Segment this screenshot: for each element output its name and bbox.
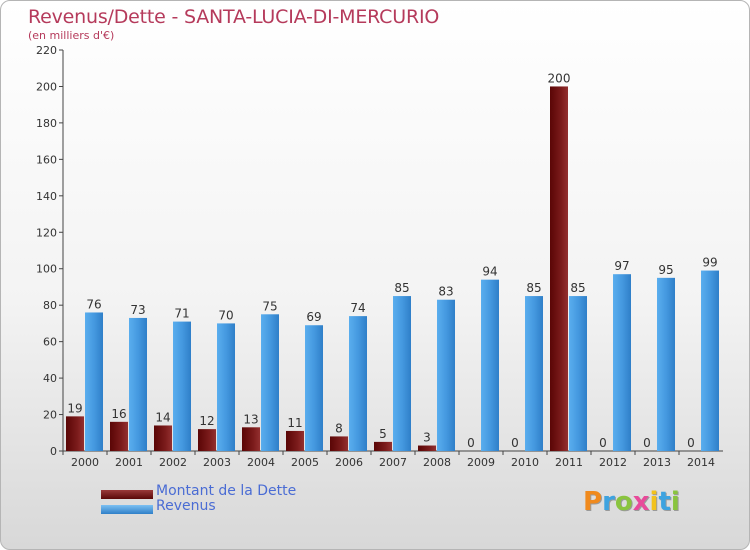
y-tick-label: 180 [36,117,57,130]
chart-subtitle: (en milliers d'€) [28,29,115,42]
legend-label-debt: Montant de la Dette [156,483,297,499]
revenus-value-label: 73 [130,303,145,317]
revenus-value-label: 94 [482,265,497,279]
debt-bar [550,86,568,452]
revenus-bar [261,314,279,451]
debt-bar [154,425,172,451]
x-tick-label: 2002 [159,456,187,469]
revenus-bar [305,325,323,451]
debt-value-label: 13 [243,412,258,426]
revenus-value-label: 76 [86,297,101,311]
debt-bar [374,441,392,451]
logo-letter: t [658,487,671,517]
debt-value-label: 5 [379,427,387,441]
revenus-value-label: 71 [174,307,189,321]
x-tick-label: 2004 [247,456,275,469]
y-tick-label: 40 [43,372,57,385]
revenus-bar [613,274,631,451]
logo-letter: P [583,487,603,517]
debt-value-label: 3 [423,431,431,445]
revenus-value-label: 97 [614,259,629,273]
x-tick-label: 2014 [687,456,715,469]
y-tick-label: 20 [43,409,57,422]
y-tick-label: 140 [36,190,57,203]
debt-value-label: 11 [287,416,302,430]
logo-letter: o [614,487,633,517]
debt-bar [286,430,304,451]
x-tick-label: 2010 [511,456,539,469]
revenus-value-label: 83 [438,285,453,299]
revenus-bar [525,296,543,451]
legend-swatch-debt [101,490,153,499]
x-tick-label: 2003 [203,456,231,469]
proxiti-logo: Proxiti [583,487,680,517]
debt-bar [418,445,436,451]
x-tick-label: 2000 [71,456,99,469]
y-tick-label: 220 [36,44,57,57]
revenus-bar [217,323,235,451]
logo-letter: r [602,487,615,517]
revenus-bar [569,296,587,451]
x-tick-label: 2001 [115,456,143,469]
debt-bar [242,427,260,451]
revenus-value-label: 85 [394,281,409,295]
debt-value-label: 0 [511,436,519,450]
x-tick-label: 2013 [643,456,671,469]
debt-value-label: 14 [155,410,170,424]
debt-bar [66,416,84,451]
revenus-value-label: 85 [570,281,585,295]
debt-value-label: 200 [548,71,571,85]
debt-value-label: 12 [199,414,214,428]
logo-letter: i [670,487,680,517]
revenus-bar [437,299,455,451]
debt-bar [330,436,348,451]
debt-value-label: 16 [111,407,126,421]
revenus-bar [129,317,147,451]
chart-title: Revenus/Dette - SANTA-LUCIA-DI-MERCURIO [28,6,440,28]
revenus-bar [657,277,675,451]
y-tick-label: 160 [36,153,57,166]
logo-letter: x [632,487,650,517]
revenus-value-label: 95 [658,263,673,277]
debt-value-label: 19 [67,401,82,415]
y-tick-label: 200 [36,80,57,93]
legend-swatch-revenus [101,505,153,514]
revenus-bar [173,321,191,451]
revenus-bar [701,270,719,451]
logo-letter: i [649,487,659,517]
x-tick-label: 2009 [467,456,495,469]
y-tick-label: 120 [36,226,57,239]
debt-value-label: 0 [599,436,607,450]
revenus-bar [349,316,367,451]
x-tick-label: 2011 [555,456,583,469]
debt-bar [110,421,128,451]
debt-value-label: 0 [687,436,695,450]
y-tick-label: 0 [50,445,57,458]
revenus-value-label: 85 [526,281,541,295]
revenus-value-label: 75 [262,299,277,313]
revenus-value-label: 70 [218,308,233,322]
legend-label-revenus: Revenus [156,498,216,514]
x-tick-label: 2007 [379,456,407,469]
revenus-bar [393,296,411,451]
revenus-value-label: 99 [702,256,717,270]
x-tick-label: 2005 [291,456,319,469]
y-tick-label: 60 [43,336,57,349]
debt-value-label: 0 [643,436,651,450]
x-tick-label: 2008 [423,456,451,469]
debt-value-label: 8 [335,421,343,435]
y-tick-label: 80 [43,299,57,312]
y-tick-label: 100 [36,263,57,276]
revenus-value-label: 74 [350,301,365,315]
revenus-bar [481,279,499,451]
debt-value-label: 0 [467,436,475,450]
revenus-value-label: 69 [306,310,321,324]
x-tick-label: 2012 [599,456,627,469]
debt-bar [198,429,216,451]
revenus-bar [85,312,103,451]
x-tick-label: 2006 [335,456,363,469]
